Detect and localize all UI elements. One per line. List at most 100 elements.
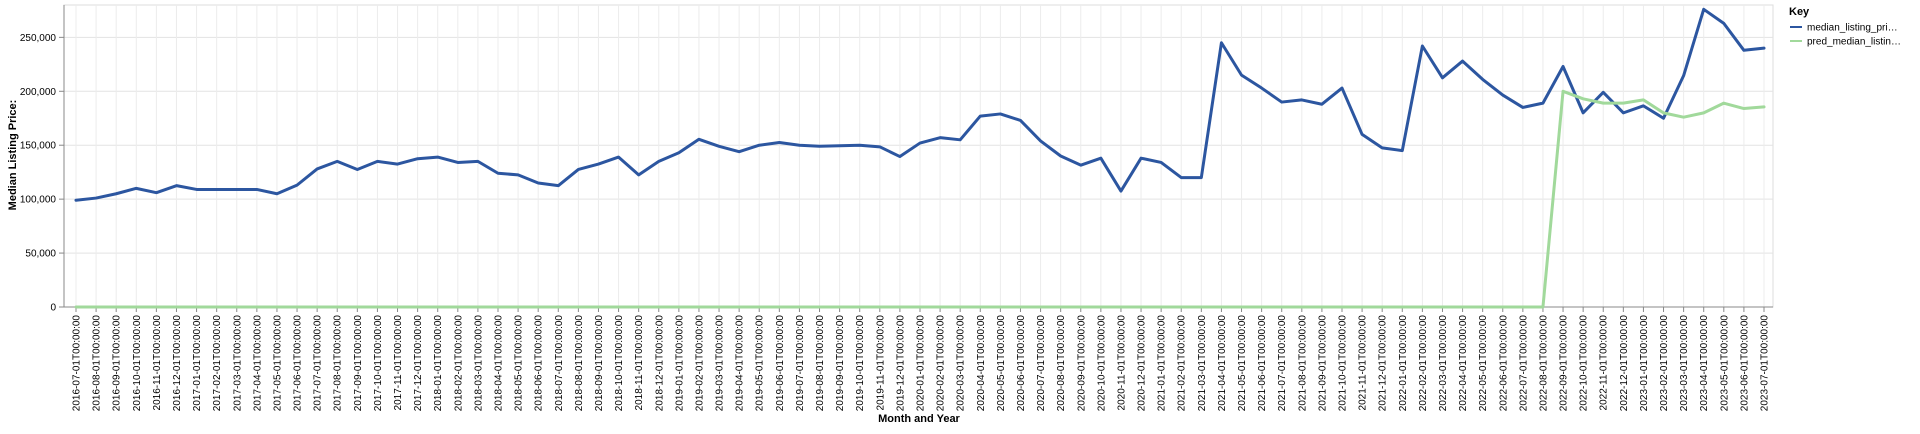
x-tick-label: 2023-05-01T00:00:00 bbox=[1719, 315, 1730, 412]
x-tick-label: 2022-03-01T00:00:00 bbox=[1438, 315, 1449, 412]
x-tick-label: 2020-12-01T00:00:00 bbox=[1137, 315, 1148, 412]
x-tick-label: 2020-10-01T00:00:00 bbox=[1096, 315, 1107, 412]
x-tick-label: 2016-08-01T00:00:00 bbox=[92, 315, 103, 412]
x-tick-label: 2017-10-01T00:00:00 bbox=[373, 315, 384, 412]
x-tick-label: 2018-02-01T00:00:00 bbox=[453, 315, 464, 412]
y-tick-label: 50,000 bbox=[25, 249, 56, 260]
x-tick-label: 2021-09-01T00:00:00 bbox=[1317, 315, 1328, 412]
x-tick-label: 2023-07-01T00:00:00 bbox=[1760, 315, 1771, 412]
x-tick-label: 2020-05-01T00:00:00 bbox=[996, 315, 1007, 412]
x-tick-label: 2023-01-01T00:00:00 bbox=[1639, 315, 1650, 412]
x-tick-label: 2017-04-01T00:00:00 bbox=[252, 315, 263, 412]
x-tick-label: 2018-07-01T00:00:00 bbox=[554, 315, 565, 412]
x-tick-label: 2022-11-01T00:00:00 bbox=[1599, 315, 1610, 411]
x-tick-label: 2018-11-01T00:00:00 bbox=[634, 315, 645, 411]
x-tick-label: 2020-03-01T00:00:00 bbox=[956, 315, 967, 412]
series-layer bbox=[74, 7, 1766, 309]
x-tick-label: 2021-11-01T00:00:00 bbox=[1358, 315, 1369, 411]
x-tick-label: 2020-06-01T00:00:00 bbox=[1016, 315, 1027, 412]
series-line-pred-median-listing-price bbox=[74, 89, 1766, 309]
x-tick-label: 2016-09-01T00:00:00 bbox=[112, 315, 123, 412]
x-tick-label: 2023-02-01T00:00:00 bbox=[1659, 315, 1670, 412]
legend-label: median_listing_pri… bbox=[1807, 23, 1898, 34]
x-tick-label: 2021-01-01T00:00:00 bbox=[1157, 315, 1168, 412]
grid-layer bbox=[63, 4, 1774, 308]
y-tick-label: 0 bbox=[50, 303, 56, 314]
x-tick-label: 2022-07-01T00:00:00 bbox=[1518, 315, 1529, 412]
x-tick-label: 2017-08-01T00:00:00 bbox=[333, 315, 344, 412]
x-tick-label: 2019-10-01T00:00:00 bbox=[855, 315, 866, 412]
x-tick-label: 2017-12-01T00:00:00 bbox=[413, 315, 424, 412]
legend: Key median_listing_pri… pred_median_listi… bbox=[1789, 6, 1901, 48]
x-tick-label: 2019-02-01T00:00:00 bbox=[694, 315, 705, 412]
x-tick-label: 2017-11-01T00:00:00 bbox=[393, 315, 404, 411]
x-tick-label: 2019-04-01T00:00:00 bbox=[735, 315, 746, 412]
legend-label: pred_median_listin… bbox=[1807, 37, 1901, 48]
x-tick-label: 2021-03-01T00:00:00 bbox=[1197, 315, 1208, 412]
x-tick-label: 2021-05-01T00:00:00 bbox=[1237, 315, 1248, 412]
x-tick-label: 2019-11-01T00:00:00 bbox=[875, 315, 886, 411]
y-tick-label: 250,000 bbox=[20, 33, 57, 44]
x-tick-label: 2018-06-01T00:00:00 bbox=[534, 315, 545, 412]
x-tick-label: 2019-12-01T00:00:00 bbox=[895, 315, 906, 412]
x-tick-label: 2018-08-01T00:00:00 bbox=[574, 315, 585, 412]
x-tick-label: 2021-02-01T00:00:00 bbox=[1177, 315, 1188, 412]
x-tick-label: 2020-09-01T00:00:00 bbox=[1076, 315, 1087, 412]
x-tick-label: 2017-03-01T00:00:00 bbox=[232, 315, 243, 412]
x-tick-label: 2022-02-01T00:00:00 bbox=[1418, 315, 1429, 412]
x-tick-label: 2019-09-01T00:00:00 bbox=[835, 315, 846, 412]
x-tick-label: 2022-10-01T00:00:00 bbox=[1579, 315, 1590, 412]
x-tick-label: 2023-04-01T00:00:00 bbox=[1699, 315, 1710, 412]
x-tick-label: 2018-01-01T00:00:00 bbox=[433, 315, 444, 412]
x-tick-label: 2020-07-01T00:00:00 bbox=[1036, 315, 1047, 412]
x-axis-title: Month and Year bbox=[878, 413, 960, 425]
y-tick-label: 100,000 bbox=[20, 195, 57, 206]
x-tick-label: 2021-04-01T00:00:00 bbox=[1217, 315, 1228, 412]
x-tick-label: 2017-05-01T00:00:00 bbox=[272, 315, 283, 412]
x-tick-label: 2022-05-01T00:00:00 bbox=[1478, 315, 1489, 412]
x-tick-label: 2016-12-01T00:00:00 bbox=[172, 315, 183, 412]
x-tick-label: 2016-07-01T00:00:00 bbox=[72, 315, 83, 412]
plot-frame bbox=[63, 4, 1774, 308]
x-tick-label: 2017-07-01T00:00:00 bbox=[313, 315, 324, 412]
x-tick-label: 2019-03-01T00:00:00 bbox=[715, 315, 726, 412]
x-tick-label: 2021-10-01T00:00:00 bbox=[1338, 315, 1349, 412]
x-tick-label: 2017-06-01T00:00:00 bbox=[293, 315, 304, 412]
x-tick-label: 2019-08-01T00:00:00 bbox=[815, 315, 826, 412]
x-tick-label: 2021-06-01T00:00:00 bbox=[1257, 315, 1268, 412]
x-tick-label: 2020-02-01T00:00:00 bbox=[936, 315, 947, 412]
x-tick-label: 2016-10-01T00:00:00 bbox=[132, 315, 143, 412]
x-tick-label: 2019-05-01T00:00:00 bbox=[755, 315, 766, 412]
x-tick-label: 2022-12-01T00:00:00 bbox=[1619, 315, 1630, 412]
x-tick-label: 2016-11-01T00:00:00 bbox=[152, 315, 163, 411]
x-tick-label: 2018-03-01T00:00:00 bbox=[473, 315, 484, 412]
x-tick-label: 2022-08-01T00:00:00 bbox=[1538, 315, 1549, 412]
x-tick-label: 2022-09-01T00:00:00 bbox=[1559, 315, 1570, 412]
x-tick-label: 2018-10-01T00:00:00 bbox=[614, 315, 625, 412]
legend-title: Key bbox=[1789, 6, 1810, 18]
axis-layer: 0 50,000 100,000 150,000 200,000 250,000 2016-… bbox=[20, 5, 1773, 411]
x-tick-label: 2018-04-01T00:00:00 bbox=[494, 315, 505, 412]
x-tick-label: 2017-09-01T00:00:00 bbox=[353, 315, 364, 412]
x-tick-label: 2018-05-01T00:00:00 bbox=[514, 315, 525, 412]
x-tick-label: 2018-09-01T00:00:00 bbox=[594, 315, 605, 412]
y-tick-label: 150,000 bbox=[20, 141, 57, 152]
x-tick-label: 2023-03-01T00:00:00 bbox=[1679, 315, 1690, 412]
x-tick-label: 2020-11-01T00:00:00 bbox=[1116, 315, 1127, 411]
x-tick-label: 2021-12-01T00:00:00 bbox=[1378, 315, 1389, 412]
x-tick-label: 2021-08-01T00:00:00 bbox=[1297, 315, 1308, 412]
series-line-median-listing-price bbox=[74, 7, 1766, 202]
x-tick-label: 2022-04-01T00:00:00 bbox=[1458, 315, 1469, 412]
x-tick-label: 2019-07-01T00:00:00 bbox=[795, 315, 806, 412]
x-tick-label: 2023-06-01T00:00:00 bbox=[1739, 315, 1750, 412]
x-tick-label: 2017-01-01T00:00:00 bbox=[192, 315, 203, 412]
x-tick-label: 2018-12-01T00:00:00 bbox=[654, 315, 665, 412]
x-tick-label: 2019-01-01T00:00:00 bbox=[674, 315, 685, 412]
x-tick-label: 2020-01-01T00:00:00 bbox=[916, 315, 927, 412]
x-tick-label: 2019-06-01T00:00:00 bbox=[775, 315, 786, 412]
y-axis-title: Median Listing Price: bbox=[7, 100, 19, 211]
x-tick-label: 2020-04-01T00:00:00 bbox=[976, 315, 987, 412]
y-tick-label: 200,000 bbox=[20, 87, 57, 98]
